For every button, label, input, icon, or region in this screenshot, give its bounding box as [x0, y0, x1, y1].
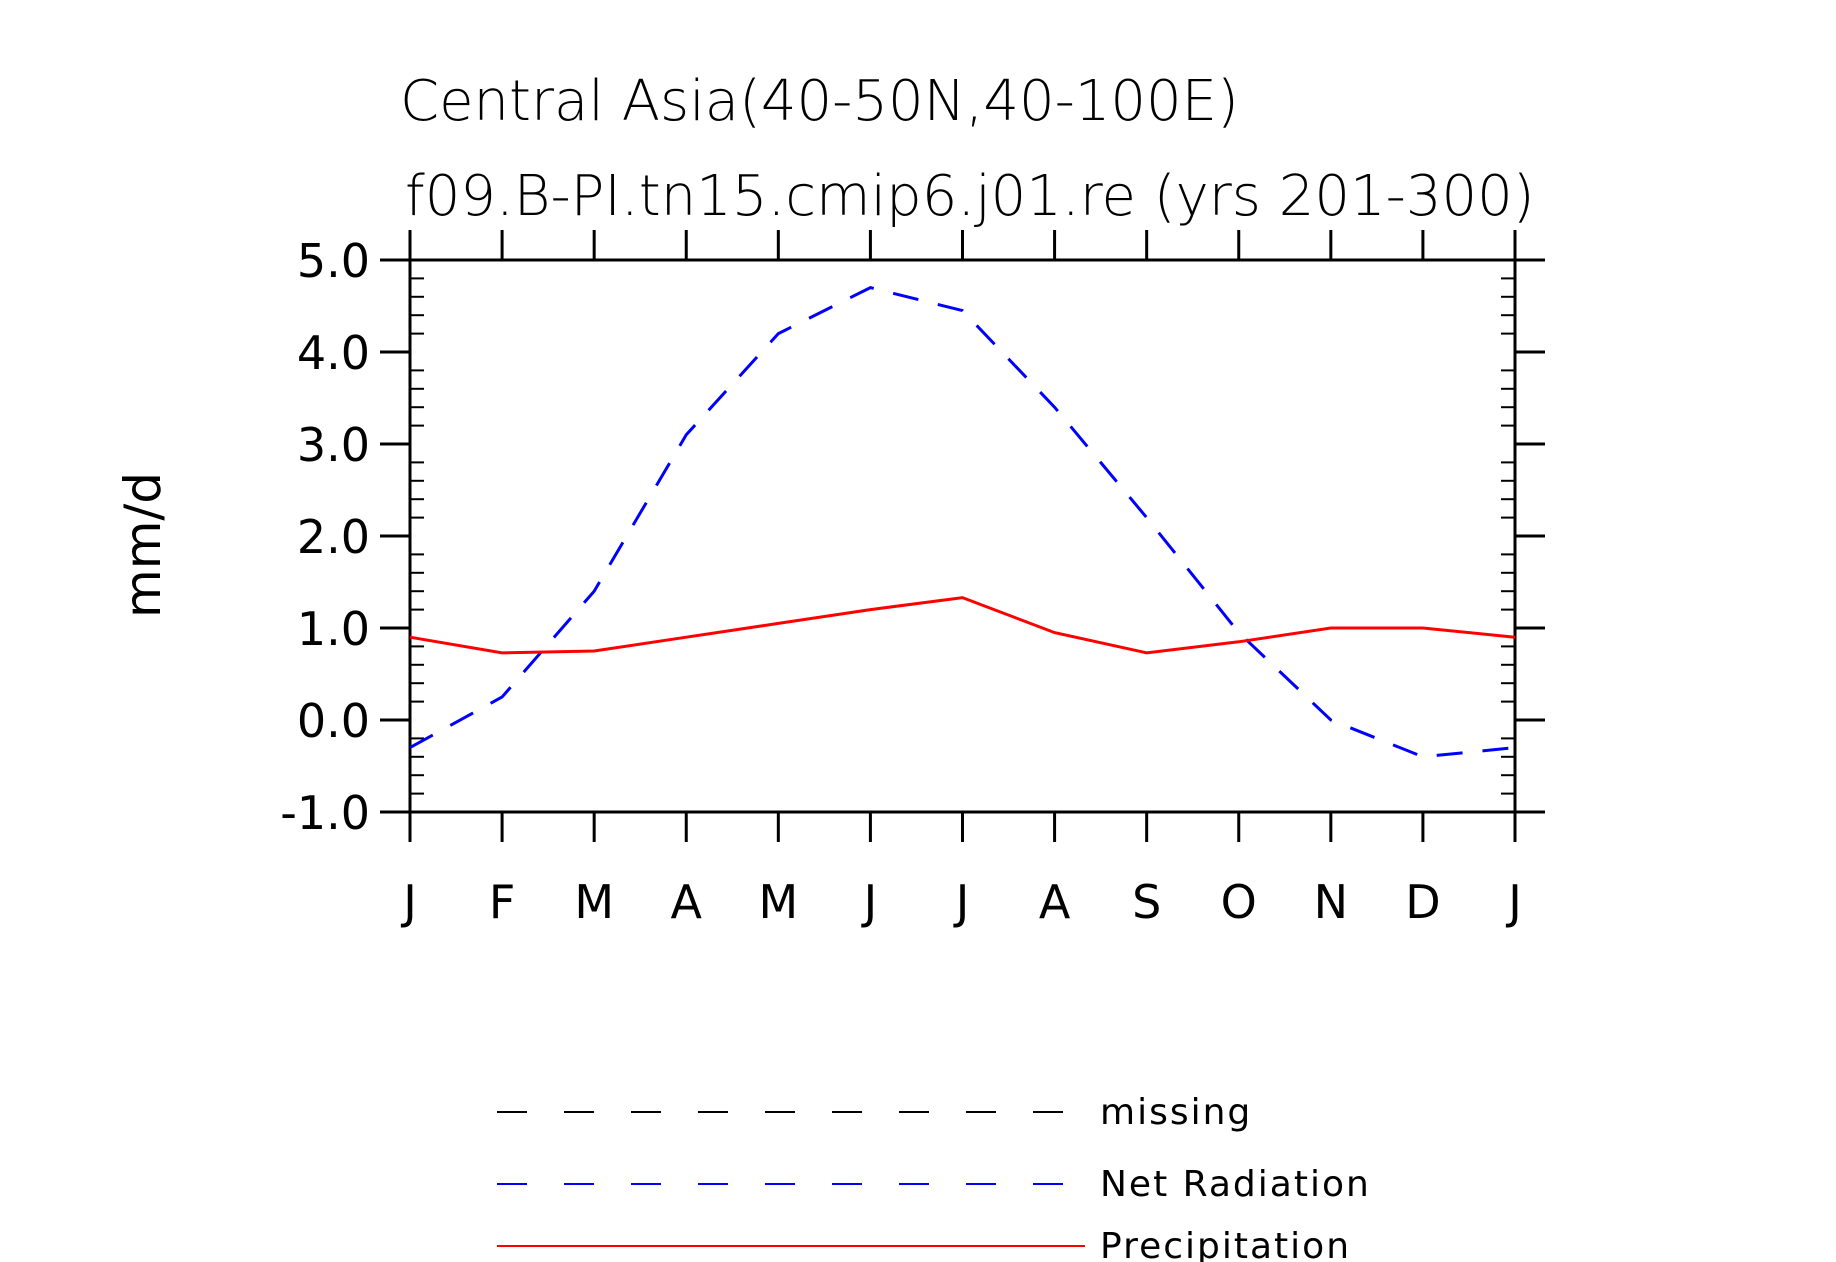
legend: missing Net Radiation Precipitation	[497, 1092, 1371, 1262]
x-tick-label: N	[1314, 875, 1348, 929]
x-tick-label: J	[953, 875, 970, 929]
chart-title: Central Asia(40-50N,40-100E)	[400, 69, 1239, 134]
chart-subtitle: f09.B-PI.tn15.cmip6.j01.re (yrs 201-300)	[405, 164, 1535, 229]
x-tick-label: J	[400, 875, 417, 929]
x-tick-label: O	[1221, 875, 1257, 929]
x-tick-label: A	[671, 875, 703, 929]
x-tick-label: S	[1132, 875, 1161, 929]
y-axis-label: mm/d	[114, 472, 172, 618]
x-tick-label: D	[1405, 875, 1440, 929]
x-tick-label: M	[758, 875, 798, 929]
legend-label: Net Radiation	[1100, 1164, 1371, 1205]
series-line	[409, 596, 1516, 655]
x-tick-label: M	[574, 875, 614, 929]
y-tick-label: -1.0	[280, 786, 370, 840]
legend-label: Precipitation	[1100, 1226, 1351, 1262]
x-tick-label: J	[1505, 875, 1522, 929]
plot-frame	[408, 258, 1517, 814]
y-tick-label: 0.0	[297, 694, 370, 748]
x-tick-label: J	[861, 875, 878, 929]
y-tick-label: 4.0	[297, 326, 370, 380]
plot-area: 5.0 4.0 3.0 2.0 1.0 0.0 -1.0 J F M A M J J A S O N D J	[280, 230, 1545, 929]
x-tick-label: A	[1039, 875, 1071, 929]
y-tick-label: 3.0	[297, 418, 370, 472]
x-tick-label: F	[489, 875, 515, 929]
y-tick-label: 2.0	[297, 510, 370, 564]
series-line	[409, 286, 1516, 759]
legend-label: missing	[1100, 1092, 1252, 1133]
y-tick-label: 1.0	[297, 602, 370, 656]
y-tick-label: 5.0	[297, 234, 370, 288]
